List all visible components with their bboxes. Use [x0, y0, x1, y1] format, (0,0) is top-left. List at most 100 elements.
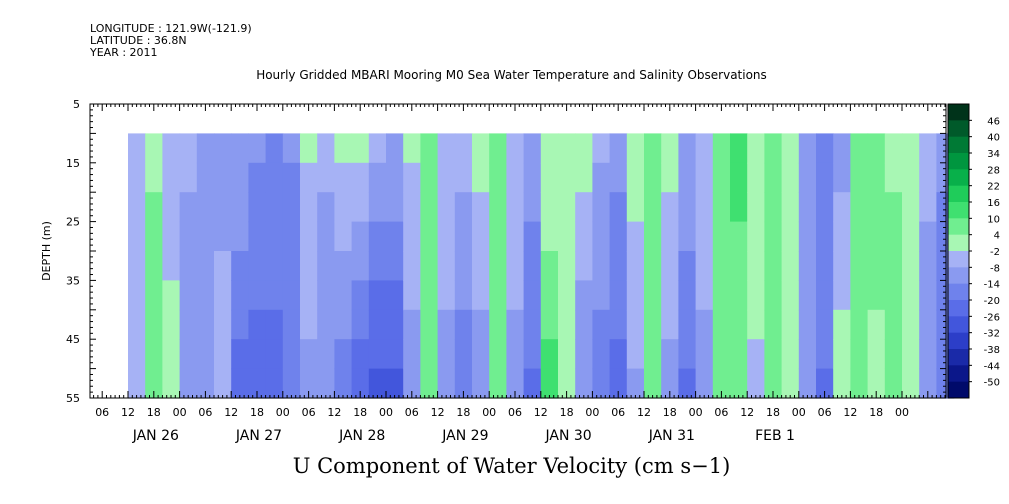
- colorbar-swatch: [948, 136, 969, 154]
- heatmap-cell: [609, 339, 628, 370]
- heatmap-cell: [626, 280, 645, 311]
- heatmap-cell: [867, 339, 886, 370]
- heatmap-cell: [575, 221, 593, 252]
- heatmap-cell: [162, 192, 181, 223]
- heatmap-cell: [179, 280, 198, 311]
- heatmap-cell: [644, 309, 662, 340]
- heatmap-cell: [575, 162, 593, 193]
- y-tick-label: 35: [66, 274, 80, 287]
- heatmap-cell: [420, 309, 439, 340]
- heatmap-cell: [145, 221, 163, 252]
- x-tick-label: 06: [508, 406, 522, 419]
- heatmap-cell: [437, 280, 456, 311]
- heatmap-cell: [231, 339, 249, 370]
- heatmap-cell: [919, 221, 937, 252]
- heatmap-cell: [282, 280, 301, 311]
- heatmap-cell: [196, 368, 215, 399]
- x-tick-label: 12: [534, 406, 548, 419]
- heatmap-cell: [523, 368, 542, 399]
- heatmap-cell: [420, 368, 439, 399]
- heatmap-cell: [334, 162, 353, 193]
- colorbar-swatch: [948, 104, 969, 121]
- heatmap-cell: [162, 309, 181, 340]
- heatmap-cell: [334, 280, 353, 311]
- heatmap-cell: [816, 280, 834, 311]
- heatmap-cell: [609, 280, 628, 311]
- heatmap-cell: [764, 368, 783, 399]
- heatmap-cell: [196, 280, 215, 311]
- colorbar-swatch: [948, 283, 969, 301]
- colorbar-label: -44: [984, 361, 1000, 372]
- heatmap-cell: [678, 368, 697, 399]
- heatmap-cell: [540, 221, 559, 252]
- heatmap-cell: [575, 339, 593, 370]
- heatmap-cell: [265, 192, 284, 223]
- heatmap-cell: [833, 368, 851, 399]
- heatmap-cell: [730, 368, 748, 399]
- heatmap-cell: [816, 339, 834, 370]
- colorbar-label: 34: [987, 149, 1000, 160]
- heatmap-cell: [196, 339, 215, 370]
- heatmap-cell: [712, 133, 731, 164]
- heatmap-cell: [850, 251, 869, 281]
- heatmap-cell: [214, 280, 232, 311]
- x-tick-label: 18: [353, 406, 367, 419]
- heatmap-cell: [661, 192, 679, 223]
- x-tick-label: 00: [585, 406, 599, 419]
- heatmap-cell: [248, 133, 267, 164]
- heatmap-cell: [300, 368, 318, 399]
- colorbar-label: 10: [987, 214, 1000, 225]
- heatmap-cell: [162, 162, 181, 193]
- heatmap-cell: [386, 339, 404, 370]
- heatmap-cell: [472, 368, 490, 399]
- heatmap-cell: [489, 133, 507, 164]
- colorbar-label: 4: [994, 231, 1000, 242]
- x-tick-label: 12: [431, 406, 445, 419]
- heatmap-cell: [902, 221, 920, 252]
- heatmap-cell: [902, 368, 920, 399]
- heatmap-cell: [626, 339, 645, 370]
- heatmap-cell: [902, 309, 920, 340]
- heatmap-cell: [902, 192, 920, 223]
- heatmap-cell: [781, 251, 800, 281]
- heatmap-cell: [798, 368, 817, 399]
- heatmap-cell: [730, 133, 748, 164]
- colorbar-label: -32: [984, 329, 1000, 340]
- heatmap-cell: [678, 162, 697, 193]
- heatmap-cell: [867, 280, 886, 311]
- colorbar-swatch: [948, 218, 969, 236]
- heatmap-cell: [437, 251, 456, 281]
- heatmap-cell: [730, 192, 748, 223]
- heatmap-cell: [626, 192, 645, 223]
- heatmap-cell: [592, 133, 611, 164]
- heatmap-cell: [231, 133, 249, 164]
- heatmap-cell: [506, 251, 525, 281]
- heatmap-cell: [265, 368, 284, 399]
- heatmap-cell: [833, 133, 851, 164]
- x-tick-label: 12: [224, 406, 238, 419]
- colorbar-label: 40: [987, 133, 1000, 144]
- heatmap-cell: [592, 251, 611, 281]
- heatmap-cell: [214, 192, 232, 223]
- heatmap-cell: [454, 309, 473, 340]
- heatmap-cell: [678, 339, 697, 370]
- heatmap-cell: [678, 280, 697, 311]
- heatmap-cell: [128, 192, 146, 223]
- heatmap-cell: [919, 339, 937, 370]
- heatmap-cell: [403, 221, 421, 252]
- heatmap-cell: [386, 133, 404, 164]
- y-tick-label: 45: [66, 333, 80, 346]
- heatmap-cell: [558, 192, 576, 223]
- heatmap-cell: [162, 133, 181, 164]
- heatmap-cell: [764, 192, 783, 223]
- heatmap-cell: [128, 133, 146, 164]
- heatmap-cell: [282, 251, 301, 281]
- year-label: YEAR : 2011: [90, 46, 158, 59]
- heatmap-cell: [334, 368, 353, 399]
- chart-title: Hourly Gridded MBARI Mooring M0 Sea Wate…: [256, 68, 767, 82]
- heatmap-cell: [489, 280, 507, 311]
- x-tick-label: 18: [147, 406, 161, 419]
- x-tick-label: 12: [121, 406, 135, 419]
- heatmap-cell: [489, 339, 507, 370]
- heatmap-cell: [162, 221, 181, 252]
